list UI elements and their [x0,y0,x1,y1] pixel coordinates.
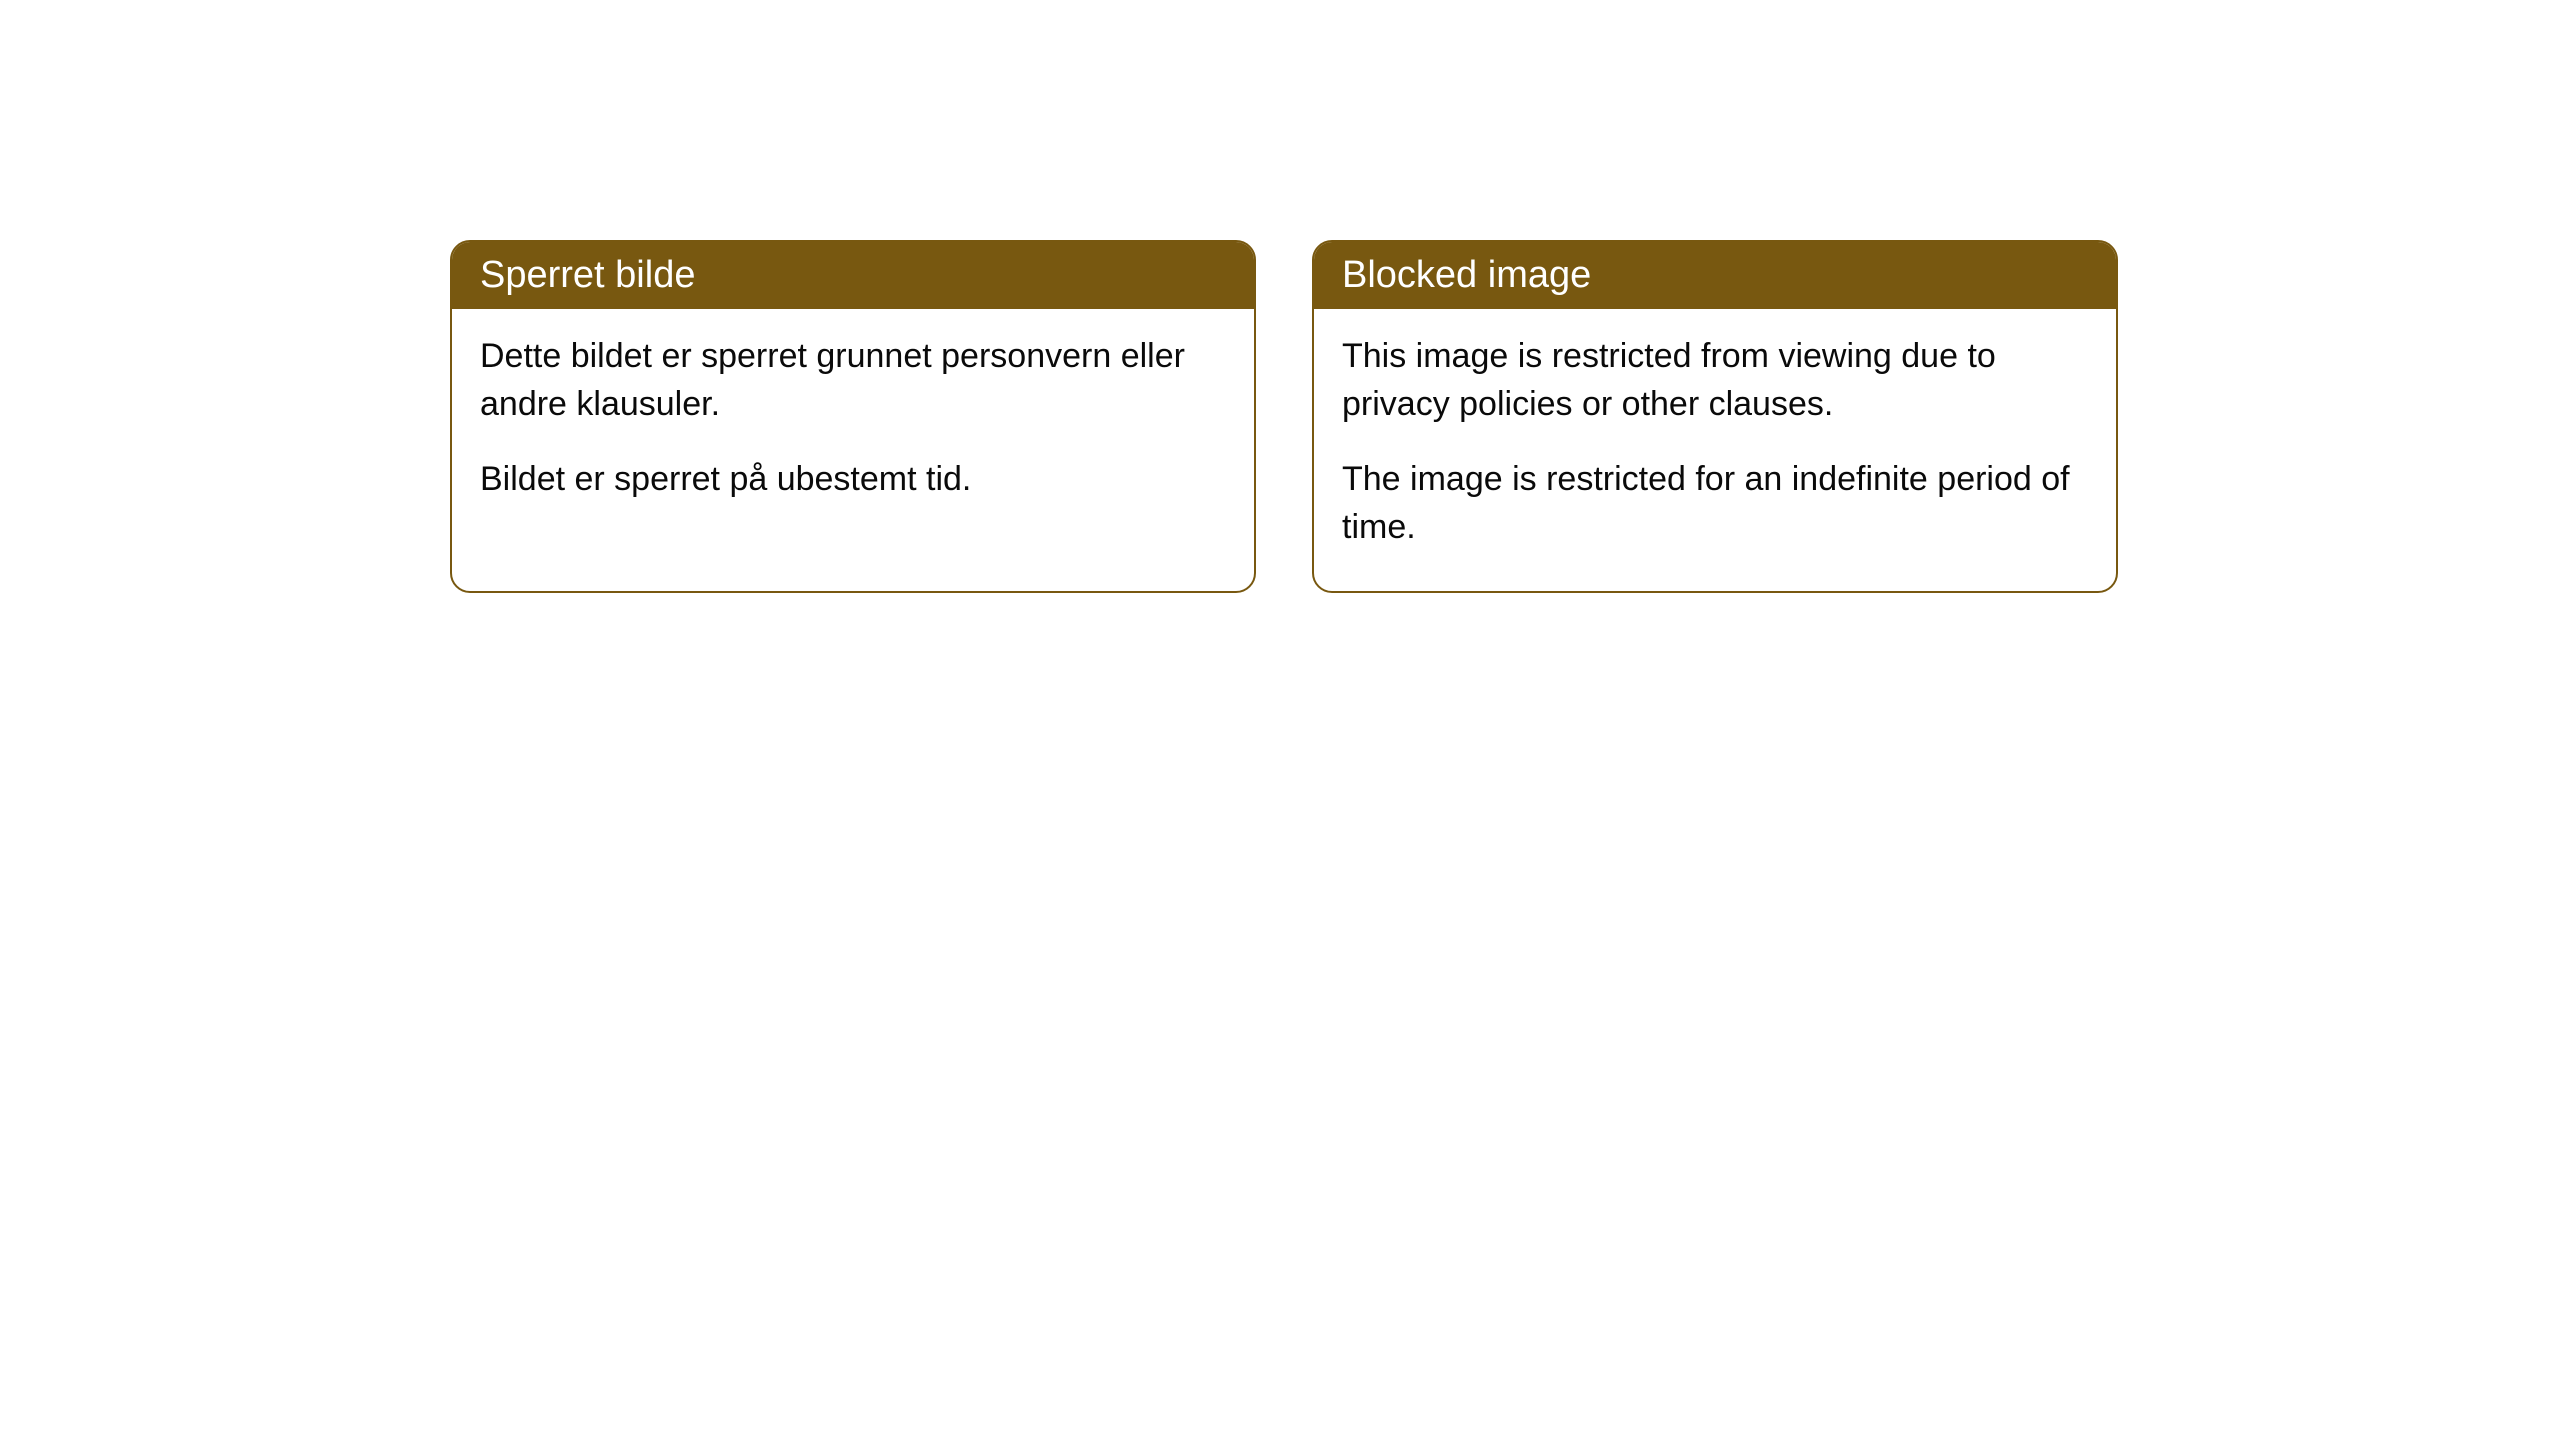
card-body: Dette bildet er sperret grunnet personve… [452,309,1254,544]
card-header: Blocked image [1314,242,2116,309]
card-title: Blocked image [1342,254,1591,296]
card-paragraph-2: The image is restricted for an indefinit… [1342,456,2088,551]
card-paragraph-1: Dette bildet er sperret grunnet personve… [480,333,1226,428]
blocked-image-card-english: Blocked image This image is restricted f… [1312,240,2118,593]
notice-cards-container: Sperret bilde Dette bildet er sperret gr… [450,240,2118,593]
blocked-image-card-norwegian: Sperret bilde Dette bildet er sperret gr… [450,240,1256,593]
card-body: This image is restricted from viewing du… [1314,309,2116,591]
card-paragraph-2: Bildet er sperret på ubestemt tid. [480,456,1226,504]
card-header: Sperret bilde [452,242,1254,309]
card-title: Sperret bilde [480,254,695,296]
card-paragraph-1: This image is restricted from viewing du… [1342,333,2088,428]
